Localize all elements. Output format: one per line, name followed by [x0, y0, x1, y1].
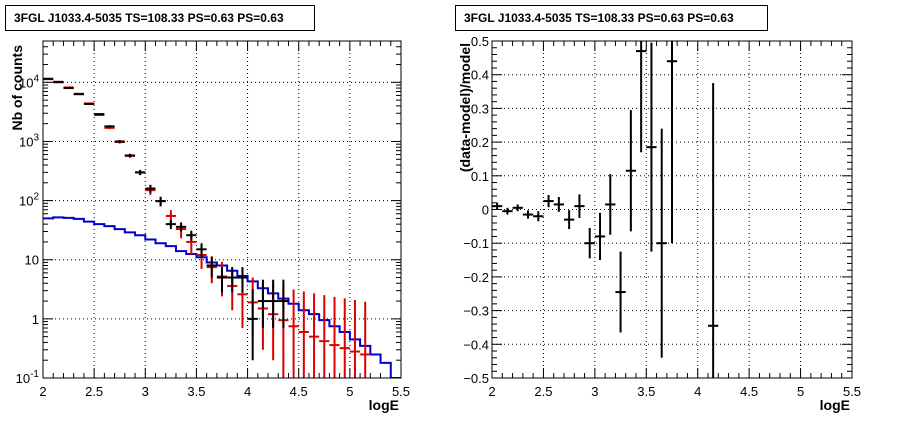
- left-plot-area: [43, 41, 401, 378]
- right-x-tick-label: 4.5: [740, 384, 758, 399]
- residual-point: [553, 197, 564, 212]
- data-point: [104, 125, 115, 128]
- right-x-tick-label: 3: [591, 384, 598, 399]
- data-point: [124, 153, 136, 158]
- left-x-tick-label: 2.5: [85, 384, 103, 399]
- data-point: [73, 93, 84, 96]
- right-y-axis-label: (data-model)/model: [457, 43, 473, 172]
- residual-point: [584, 228, 595, 259]
- residual-point: [666, 41, 678, 244]
- residual-point: [708, 83, 719, 378]
- model-point: [349, 300, 361, 378]
- data-point: [257, 279, 269, 329]
- right-plot-content: [492, 41, 719, 378]
- left-plot-frame: [42, 40, 402, 379]
- left-x-tick-label: 4.5: [290, 384, 308, 399]
- right-y-tick-label: 0.4: [471, 68, 489, 83]
- model-point: [339, 298, 350, 378]
- left-y-tick-label: 10: [25, 253, 39, 268]
- data-point: [175, 222, 187, 232]
- left-x-tick-label: 3: [142, 384, 149, 399]
- right-y-tick-label: −0.1: [463, 236, 489, 251]
- data-point: [94, 113, 105, 116]
- left-x-tick-label: 5.5: [392, 384, 410, 399]
- right-x-tick-label: 5: [797, 384, 804, 399]
- data-point: [237, 267, 248, 293]
- residual-point: [492, 202, 503, 210]
- right-x-tick-label: 2.5: [534, 384, 552, 399]
- residual-point: [543, 195, 554, 208]
- residual-point: [636, 41, 647, 153]
- data-point: [114, 139, 125, 144]
- right-y-tick-label: 0.5: [471, 34, 489, 49]
- left-x-tick-label: 5: [346, 384, 353, 399]
- left-x-tick-label: 3.5: [187, 384, 205, 399]
- model-point: [360, 301, 371, 378]
- right-y-tick-label: −0.5: [463, 371, 489, 386]
- left-y-tick-label: 1: [32, 312, 39, 327]
- residual-point: [615, 251, 626, 333]
- right-y-tick-label: 0.3: [471, 101, 489, 116]
- residual-point: [564, 210, 575, 230]
- right-y-tick-label: 0.1: [471, 169, 489, 184]
- residual-point: [656, 128, 667, 358]
- model-point: [288, 289, 299, 378]
- left-y-tick-label: 102: [19, 192, 39, 209]
- right-x-tick-label: 3.5: [637, 384, 655, 399]
- right-plot-frame: [491, 40, 853, 379]
- data-point: [227, 267, 238, 293]
- left-y-tick-label: 10-1: [16, 369, 40, 386]
- right-y-tick-label: −0.3: [463, 304, 489, 319]
- residual-point: [605, 174, 616, 235]
- residual-point: [625, 110, 636, 232]
- data-point: [216, 267, 228, 293]
- model-point: [308, 293, 320, 378]
- left-x-tick-label: 2: [39, 384, 46, 399]
- data-point: [268, 279, 279, 329]
- data-point: [247, 288, 258, 361]
- left-x-tick-label: 4: [244, 384, 251, 399]
- left-y-axis-label: Nb of counts: [9, 45, 25, 131]
- data-point: [165, 219, 176, 230]
- model-point: [298, 291, 309, 378]
- data-point: [206, 257, 217, 278]
- data-point: [196, 243, 207, 258]
- residual-point: [502, 207, 513, 215]
- residual-point: [522, 210, 534, 219]
- right-x-tick-label: 5.5: [843, 384, 861, 399]
- data-point: [135, 169, 146, 176]
- data-point: [63, 87, 74, 90]
- right-panel: 2 2.5 3 3.5 4 4.5 5 5.5 −0.5 −0.4 −0.3 −0.2 −0.1 0 0.1…: [457, 34, 861, 413]
- left-x-axis-label: logE: [369, 397, 399, 413]
- residual-point: [512, 204, 523, 212]
- data-point: [43, 77, 54, 80]
- residual-point: [574, 194, 585, 218]
- model-point: [319, 295, 330, 378]
- left-chart-title: 3FGL J1033.4-5035 TS=108.33 PS=0.63 PS=0…: [5, 5, 315, 31]
- model-point: [329, 296, 340, 378]
- right-y-tick-label: −0.4: [463, 337, 489, 352]
- data-point: [53, 80, 64, 83]
- data-point: [186, 230, 197, 241]
- right-chart-title: 3FGL J1033.4-5035 TS=108.33 PS=0.63 PS=0…: [455, 5, 768, 31]
- data-point: [278, 279, 289, 329]
- right-x-axis-label: logE: [820, 397, 850, 413]
- left-y-tick-label: 103: [19, 132, 39, 149]
- residual-point: [533, 211, 544, 222]
- right-x-tick-label: 4: [694, 384, 701, 399]
- data-point: [83, 103, 95, 106]
- right-x-tick-label: 2: [488, 384, 495, 399]
- right-y-tick-label: −0.2: [463, 270, 489, 285]
- right-y-tick-label: 0: [482, 203, 489, 218]
- right-y-tick-label: 0.2: [471, 135, 489, 150]
- residual-point: [594, 212, 606, 261]
- left-plot-content: [43, 77, 401, 378]
- data-point: [145, 184, 156, 193]
- residual-point: [646, 42, 657, 252]
- data-point: [155, 196, 166, 207]
